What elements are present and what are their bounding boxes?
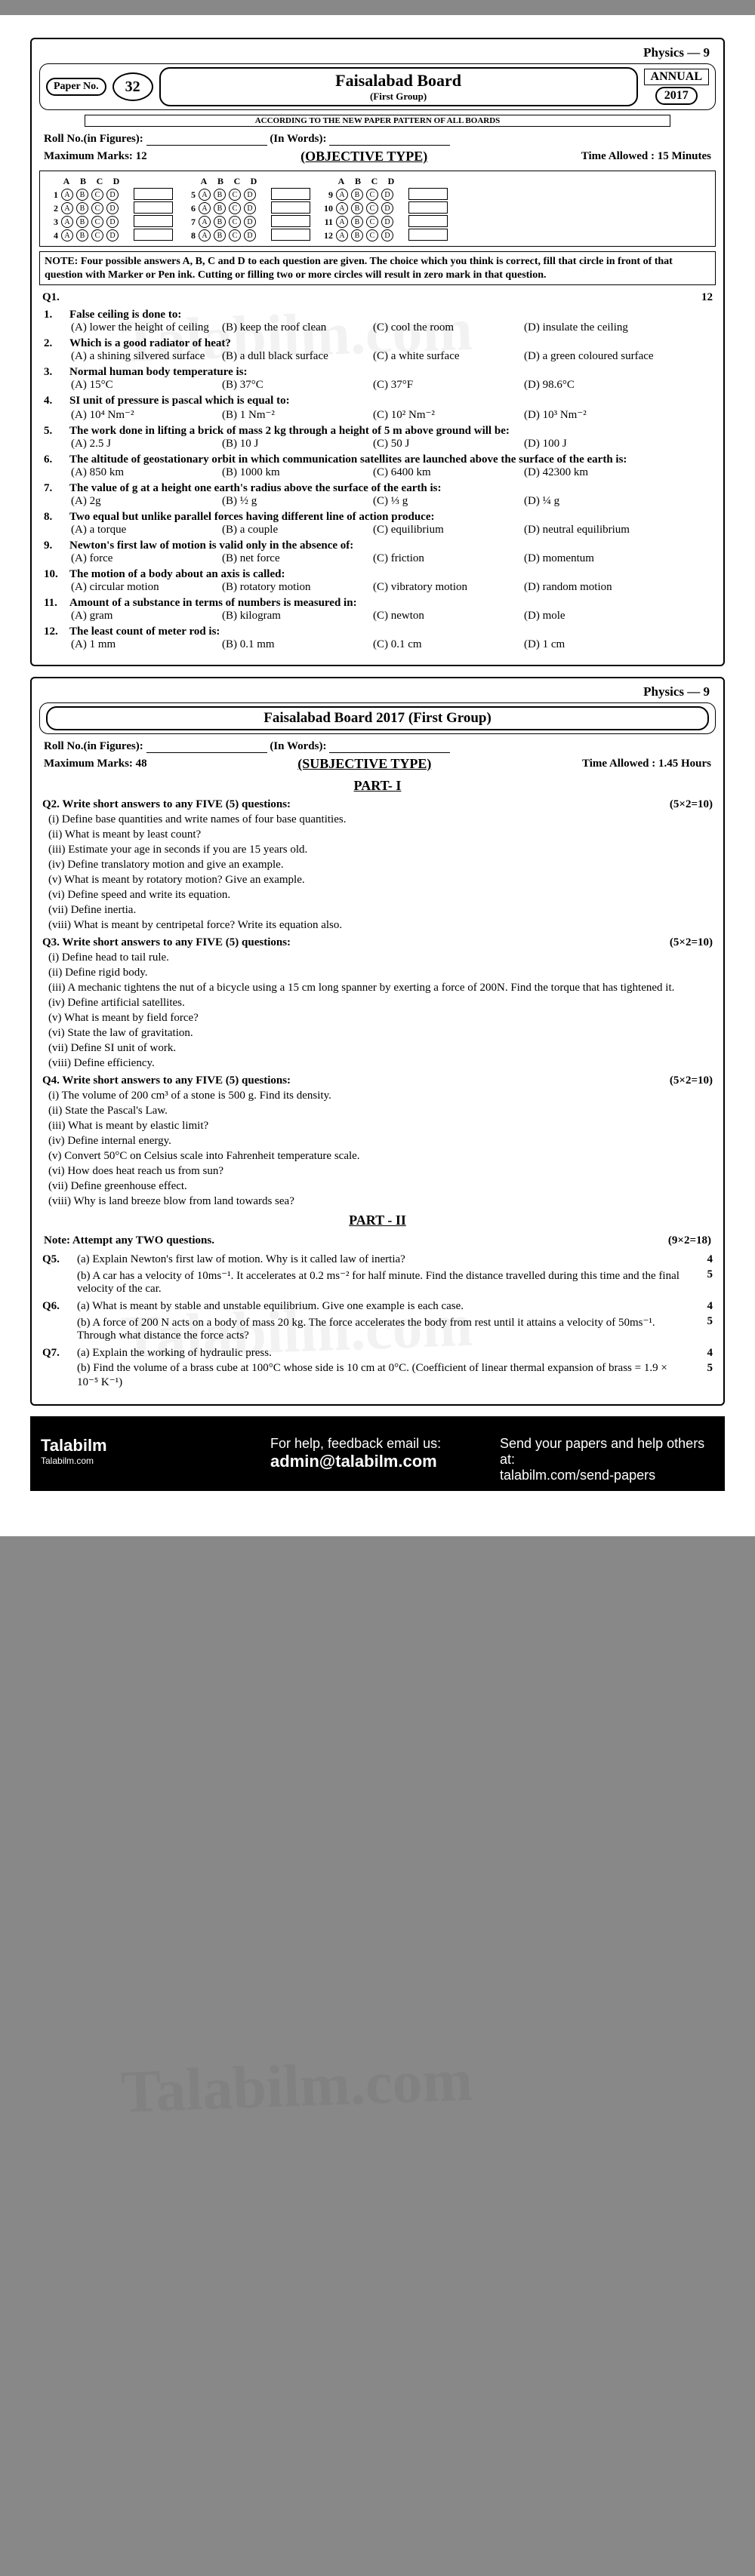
footer-brand-col: Talabilm Talabilm.com xyxy=(41,1436,255,1466)
long-question: Q7.(a) Explain the working of hydraulic … xyxy=(42,1347,713,1389)
mcq-item: 9.Newton's first law of motion is valid … xyxy=(44,539,716,565)
board-group: (First Group) xyxy=(161,91,636,103)
bubble-sheet: ABCD1ABCD2ABCD3ABCD4ABCDABCD5ABCD6ABCD7A… xyxy=(39,171,716,247)
footer-send-url: talabilm.com/send-papers xyxy=(500,1468,714,1483)
footer-brand: Talabilm xyxy=(41,1436,255,1456)
subj-banner-title: Faisalabad Board 2017 (First Group) xyxy=(48,710,707,727)
obj-type: (OBJECTIVE TYPE) xyxy=(300,149,427,164)
roll-words-blank-2 xyxy=(329,744,450,753)
roll-words-blank xyxy=(329,137,450,146)
subj-type: (SUBJECTIVE TYPE) xyxy=(297,756,431,772)
footer-site: Talabilm.com xyxy=(41,1456,255,1466)
paper-no-value: 32 xyxy=(112,72,153,101)
mcq-item: 8.Two equal but unlike parallel forces h… xyxy=(44,511,716,536)
part2-note: Note: Attempt any TWO questions. xyxy=(44,1234,214,1247)
obj-note: NOTE: Four possible answers A, B, C and … xyxy=(39,251,716,285)
short-question: Q4. Write short answers to any FIVE (5) … xyxy=(42,1074,713,1208)
short-question: Q2. Write short answers to any FIVE (5) … xyxy=(42,798,713,932)
roll-fig-label: Roll No.(in Figures): xyxy=(44,133,143,145)
mcq-item: 3.Normal human body temperature is:(A) 1… xyxy=(44,366,716,392)
mcq-item: 11.Amount of a substance in terms of num… xyxy=(44,597,716,622)
mcq-list: 1.False ceiling is done to:(A) lower the… xyxy=(39,309,716,651)
short-question: Q3. Write short answers to any FIVE (5) … xyxy=(42,936,713,1070)
q1-head: Q1. 12 xyxy=(39,290,716,306)
obj-time: Time Allowed : 15 Minutes xyxy=(581,150,711,163)
paper-no-box: Paper No. xyxy=(46,78,106,95)
board-banner: Faisalabad Board (First Group) xyxy=(159,67,638,106)
mcq-item: 4.SI unit of pressure is pascal which is… xyxy=(44,395,716,422)
annual-box: ANNUAL 2017 xyxy=(644,69,709,104)
mcq-item: 12.The least count of meter rod is:(A) 1… xyxy=(44,626,716,651)
short-questions: Q2. Write short answers to any FIVE (5) … xyxy=(39,798,716,1208)
subj-max-marks: Maximum Marks: 48 xyxy=(44,758,147,770)
roll-fig-blank-2 xyxy=(146,744,267,753)
paper-no-label: Paper No. xyxy=(54,81,99,92)
roll-line: Roll No.(in Figures): (In Words): xyxy=(39,131,716,147)
long-question: Q6.(a) What is meant by stable and unsta… xyxy=(42,1300,713,1342)
footer-send-col: Send your papers and help others at: tal… xyxy=(500,1436,714,1483)
subj-banner: Faisalabad Board 2017 (First Group) xyxy=(39,702,716,734)
mcq-item: 5.The work done in lifting a brick of ma… xyxy=(44,425,716,450)
part2-title: PART - II xyxy=(39,1213,716,1228)
footer: Talabilm Talabilm.com For help, feedback… xyxy=(30,1416,725,1491)
footer-email: admin@talabilm.com xyxy=(270,1452,485,1471)
q1-marks: 12 xyxy=(701,291,713,304)
objective-paper: Physics — 9 Paper No. 32 Faisalabad Boar… xyxy=(30,38,725,666)
part2-marks: (9×2=18) xyxy=(668,1234,711,1247)
watermark: Talabilm.com xyxy=(120,2046,474,2127)
obj-meta: Maximum Marks: 12 (OBJECTIVE TYPE) Time … xyxy=(39,147,716,166)
roll-fig-blank xyxy=(146,137,267,146)
part1-title: PART- I xyxy=(39,778,716,794)
subject-header-2: Physics — 9 xyxy=(39,684,716,699)
footer-help-col: For help, feedback email us: admin@talab… xyxy=(270,1436,485,1471)
pattern-strip: ACCORDING TO THE NEW PAPER PATTERN OF AL… xyxy=(85,115,670,127)
subj-meta: Maximum Marks: 48 (SUBJECTIVE TYPE) Time… xyxy=(39,755,716,773)
roll-fig-label-2: Roll No.(in Figures): xyxy=(44,740,143,752)
exam-year: 2017 xyxy=(655,87,698,105)
q1-label: Q1. xyxy=(42,291,60,304)
obj-max-marks: Maximum Marks: 12 xyxy=(44,150,147,163)
mcq-item: 7.The value of g at a height one earth's… xyxy=(44,482,716,508)
mcq-item: 6.The altitude of geostationary orbit in… xyxy=(44,453,716,479)
header-band: Paper No. 32 Faisalabad Board (First Gro… xyxy=(39,63,716,110)
subjective-paper: Physics — 9 Faisalabad Board 2017 (First… xyxy=(30,677,725,1406)
mcq-item: 2.Which is a good radiator of heat?(A) a… xyxy=(44,337,716,363)
subj-time: Time Allowed : 1.45 Hours xyxy=(582,758,711,770)
subj-banner-text: Faisalabad Board 2017 (First Group) xyxy=(46,706,709,730)
exam-type: ANNUAL xyxy=(644,69,709,85)
mcq-item: 10.The motion of a body about an axis is… xyxy=(44,568,716,594)
subject-header: Physics — 9 xyxy=(39,45,716,60)
roll-words-label: (In Words): xyxy=(270,133,326,145)
roll-words-label-2: (In Words): xyxy=(270,740,326,752)
board-name: Faisalabad Board xyxy=(161,71,636,91)
roll-line-2: Roll No.(in Figures): (In Words): xyxy=(39,739,716,755)
mcq-item: 1.False ceiling is done to:(A) lower the… xyxy=(44,309,716,334)
exam-page: Physics — 9 Paper No. 32 Faisalabad Boar… xyxy=(0,15,755,1536)
long-questions: Q5.(a) Explain Newton's first law of mot… xyxy=(39,1253,716,1389)
footer-send: Send your papers and help others at: xyxy=(500,1436,714,1468)
long-question: Q5.(a) Explain Newton's first law of mot… xyxy=(42,1253,713,1296)
footer-help: For help, feedback email us: xyxy=(270,1436,485,1452)
part2-note-row: Note: Attempt any TWO questions. (9×2=18… xyxy=(39,1233,716,1249)
